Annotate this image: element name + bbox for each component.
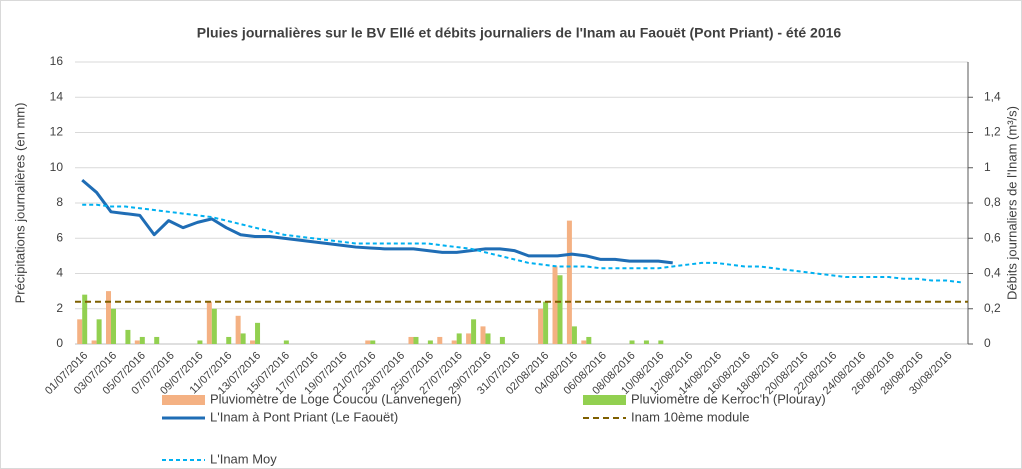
chart-title: Pluies journalières sur le BV Ellé et dé…: [197, 25, 842, 41]
bar: [643, 340, 649, 344]
bar: [471, 319, 477, 344]
y-tick-label: 12: [50, 125, 64, 139]
bar: [125, 329, 131, 344]
bar: [250, 340, 256, 344]
bar: [408, 336, 414, 344]
legend-label: Inam 10ème module: [631, 409, 750, 424]
bar: [283, 340, 289, 344]
y2-tick-label: 0,8: [984, 195, 1001, 209]
bar: [437, 336, 443, 344]
y-tick-label: 2: [56, 301, 63, 315]
bar: [96, 319, 102, 344]
bar: [480, 326, 486, 344]
bar: [538, 308, 544, 344]
y2-tick-label: 0,2: [984, 301, 1001, 315]
bar: [226, 336, 232, 344]
y2-tick-label: 1,4: [984, 89, 1001, 103]
bar: [255, 322, 261, 344]
bar: [543, 301, 549, 344]
bar: [629, 340, 635, 344]
bar: [134, 340, 140, 344]
legend-swatch: [583, 395, 626, 405]
bar: [206, 301, 212, 344]
bar: [552, 266, 558, 344]
y2-tick-label: 1,2: [984, 125, 1001, 139]
y2-tick-label: 0,4: [984, 266, 1001, 280]
y-tick-label: 6: [56, 230, 63, 244]
legend-label: L'Inam à Pont Priant (Le Faouët): [210, 409, 398, 424]
y2-tick-label: 1: [984, 160, 991, 174]
legend-swatch: [162, 395, 205, 405]
bar: [240, 333, 246, 344]
bar: [581, 340, 587, 344]
y2-tick-label: 0: [984, 336, 991, 350]
bar: [106, 291, 112, 344]
bar: [197, 340, 203, 344]
line-series: [82, 203, 961, 284]
y-tick-label: 0: [56, 336, 63, 350]
y-axis-label: Précipitations journalières (en mm): [12, 103, 27, 304]
bar: [111, 308, 117, 344]
line-series: [81, 178, 673, 265]
y-tick-label: 10: [50, 160, 64, 174]
bar: [566, 220, 572, 344]
legend-label: L'Inam Moy: [210, 451, 277, 466]
legend-label: Pluviomètre de Loge Coucou (Lanvenegen): [210, 391, 462, 406]
bar: [451, 340, 457, 344]
bar: [370, 340, 376, 344]
bar: [235, 315, 241, 344]
y2-tick-label: 0,6: [984, 230, 1001, 244]
bar: [427, 340, 433, 344]
bar: [77, 319, 83, 344]
bar: [82, 294, 88, 344]
bar: [413, 336, 419, 344]
bar: [485, 333, 491, 344]
y2-axis-label: Débits journaliers de l'Inam (m³/s): [1004, 106, 1019, 300]
bar: [211, 308, 217, 344]
bar: [557, 275, 563, 344]
y-tick-label: 14: [50, 89, 64, 103]
bar: [466, 333, 472, 344]
bar: [499, 336, 505, 344]
y-tick-label: 8: [56, 195, 63, 209]
bar: [154, 336, 160, 344]
bar: [139, 336, 145, 344]
bar: [586, 336, 592, 344]
bar: [658, 340, 664, 344]
bar: [571, 326, 577, 344]
bar: [365, 340, 371, 344]
legend-label: Pluviomètre de Kerroc'h (Plouray): [631, 391, 826, 406]
y-tick-label: 16: [50, 54, 64, 68]
y-tick-label: 4: [56, 266, 63, 280]
bar: [456, 333, 462, 344]
bar: [91, 340, 97, 344]
